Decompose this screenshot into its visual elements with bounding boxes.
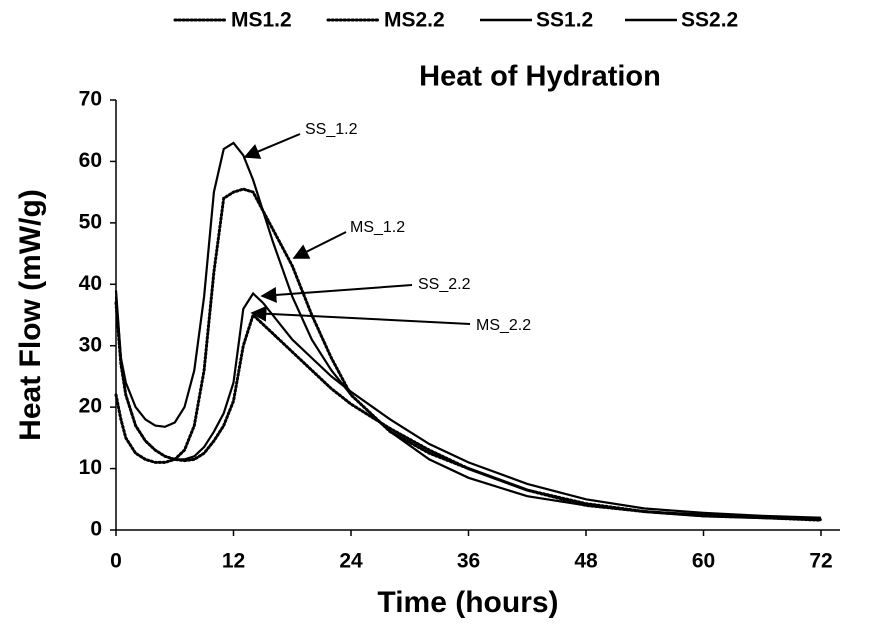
annotation: MS_1.2 <box>350 219 405 236</box>
y-tick-label: 40 <box>79 272 102 295</box>
x-tick-label: 12 <box>222 550 245 573</box>
series-line <box>114 141 822 521</box>
annotation-arrow <box>250 305 471 325</box>
annotation: SS_2.2 <box>418 276 471 293</box>
annotation-arrow <box>260 284 413 303</box>
y-tick-label: 50 <box>79 210 102 233</box>
y-tick-label: 0 <box>90 518 102 541</box>
x-tick-label: 36 <box>457 550 480 573</box>
y-tick-label: 20 <box>79 395 102 418</box>
y-tick-label: 70 <box>79 88 102 111</box>
x-tick-label: 24 <box>339 550 363 573</box>
annotation: MS_2.2 <box>476 317 531 334</box>
annotation-arrow <box>243 133 301 159</box>
x-tick-label: 72 <box>809 550 832 573</box>
series-line <box>114 290 822 519</box>
y-axis-label: Heat Flow (mW/g) <box>14 189 47 441</box>
x-tick-label: 0 <box>110 550 122 573</box>
x-tick-label: 60 <box>692 550 715 573</box>
legend-label: MS2.2 <box>384 9 445 32</box>
y-tick-label: 30 <box>79 333 102 356</box>
legend-label: SS1.2 <box>536 9 593 32</box>
y-tick-label: 60 <box>79 149 102 172</box>
series-line <box>114 301 823 522</box>
x-axis-label: Time (hours) <box>377 586 558 619</box>
chart-title: Heat of Hydration <box>419 61 661 93</box>
legend-label: SS2.2 <box>681 9 738 32</box>
y-tick-label: 10 <box>79 456 102 479</box>
annotation-arrow <box>292 231 347 259</box>
legend-label: MS1.2 <box>231 9 292 32</box>
annotation: SS_1.2 <box>305 121 358 138</box>
x-tick-label: 48 <box>574 550 598 573</box>
